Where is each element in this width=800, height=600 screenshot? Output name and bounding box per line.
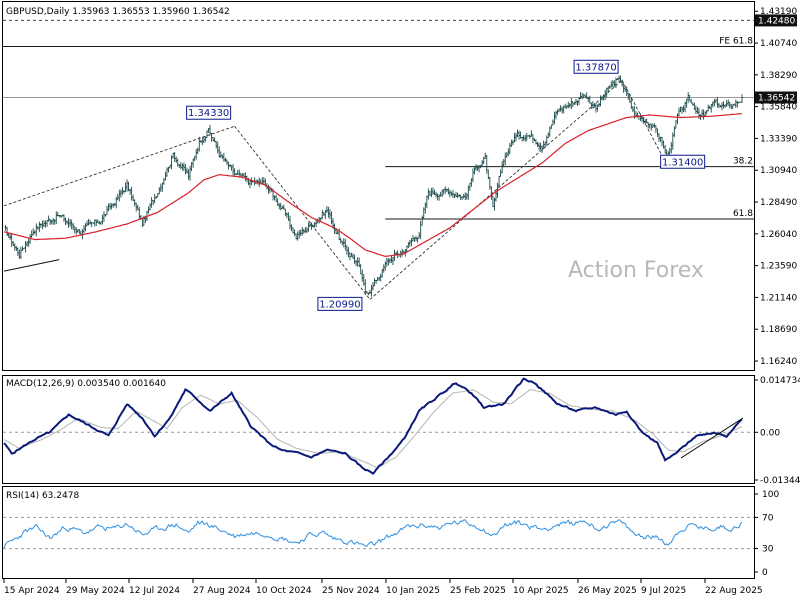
rsi-tick-label: 70	[762, 513, 774, 523]
price-tick-label: 1.30940	[760, 166, 797, 176]
fib-swing-line	[234, 125, 371, 300]
fib-label: 61.8	[733, 209, 753, 219]
time-tick-label: 25 Nov 2024	[322, 586, 380, 596]
symbol-header: GBPUSD,Daily 1.35963 1.36553 1.35960 1.3…	[6, 7, 230, 17]
fib-swing-line	[369, 79, 623, 300]
price-level-tag	[755, 91, 797, 104]
time-tick-label: 26 May 2025	[578, 586, 637, 596]
macd-pane-frame	[2, 375, 755, 484]
rsi-axis: 100 70 30 0	[754, 490, 779, 578]
time-tick-label: 27 Aug 2024	[193, 586, 251, 596]
price-tick-label: 1.18690	[760, 325, 797, 335]
price-level-tag	[755, 14, 797, 27]
fib-swing-line	[3, 125, 235, 207]
price-axis: 1.43190 1.40740 1.38290 1.35840 1.33390 1.309…	[754, 7, 797, 367]
fib-label: FE 61.8	[719, 37, 753, 47]
fib-label: 38.2	[733, 157, 753, 167]
rsi-tick-label: 0	[762, 568, 768, 578]
moving-average-line	[3, 113, 743, 258]
price-annotation: 1.20990	[319, 299, 360, 310]
price-annotations: 1.34330 1.20990 1.37870 1.31400	[186, 59, 706, 311]
macd-axis: 0.014734 0.00 -0.013442	[754, 376, 800, 486]
price-annotation-box	[573, 59, 619, 74]
support-trend-line	[3, 259, 60, 272]
macd-tick-label: 0.00	[760, 428, 780, 438]
price-level-tag-label: 1.36542	[758, 94, 795, 104]
price-tick-label: 1.38290	[760, 71, 797, 81]
rsi-tick-label: 100	[762, 490, 779, 500]
time-axis: 15 Apr 2024 29 May 2024 12 Jul 2024 27 Aug …	[3, 579, 763, 596]
price-tick-label: 1.16240	[760, 357, 797, 367]
price-tick-label: 1.40740	[760, 39, 797, 49]
time-tick-label: 22 Aug 2025	[705, 586, 763, 596]
rsi-tick-label: 30	[762, 545, 774, 555]
price-annotation-box	[317, 296, 363, 311]
price-tick-label: 1.28490	[760, 198, 797, 208]
price-annotation: 1.37870	[575, 62, 616, 73]
rsi-pane: RSI(14) 63.2478 100 70 30 0	[2, 486, 779, 579]
macd-line	[3, 377, 743, 475]
time-tick-label: 25 Feb 2025	[450, 586, 506, 596]
rsi-label: RSI(14) 63.2478	[6, 491, 79, 501]
macd-tick-label: 0.014734	[760, 376, 800, 386]
price-annotation-box	[186, 105, 232, 120]
price-tick-label: 1.43190	[760, 7, 797, 17]
fib-levels: FE 61.8 38.2 61.8	[3, 19, 754, 220]
price-tick-label: 1.21140	[760, 293, 797, 303]
price-annotation: 1.31400	[662, 157, 703, 168]
rsi-pane-frame	[2, 486, 755, 579]
price-tick-label: 1.26040	[760, 230, 797, 240]
watermark: Action Forex	[568, 258, 704, 283]
rsi-line	[3, 519, 743, 549]
time-tick-label: 12 Jul 2024	[129, 586, 180, 596]
price-tick-label: 1.23590	[760, 262, 797, 272]
time-tick-label: 10 Jan 2025	[386, 586, 440, 596]
macd-tick-label: -0.013442	[760, 476, 800, 486]
time-tick-label: 10 Apr 2025	[513, 586, 569, 596]
price-tick-label: 1.33390	[760, 134, 797, 144]
time-tick-label: 9 Jul 2025	[641, 586, 686, 596]
time-tick-label: 10 Oct 2024	[256, 586, 312, 596]
macd-trendline	[680, 417, 744, 459]
price-pane: GBPUSD,Daily 1.35963 1.36553 1.35960 1.3…	[2, 1, 797, 371]
time-tick-label: 29 May 2024	[66, 586, 125, 596]
macd-label: MACD(12,26,9) 0.003540 0.001640	[6, 379, 166, 389]
price-annotation: 1.34330	[188, 108, 229, 119]
price-pane-frame	[2, 1, 755, 371]
time-tick-label: 15 Apr 2024	[4, 586, 60, 596]
price-level-tag-label: 1.42480	[758, 16, 795, 26]
price-annotation-box	[660, 154, 706, 169]
price-tick-label: 1.35840	[760, 103, 797, 113]
macd-pane: MACD(12,26,9) 0.003540 0.001640 0.014734…	[2, 375, 800, 486]
